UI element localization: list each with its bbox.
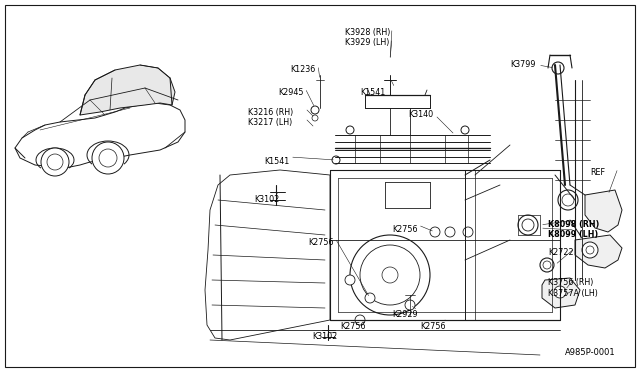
Circle shape: [582, 242, 598, 258]
Circle shape: [430, 227, 440, 237]
Circle shape: [41, 148, 69, 176]
Text: K2945: K2945: [278, 88, 303, 97]
Circle shape: [47, 154, 63, 170]
Text: K2756: K2756: [392, 225, 417, 234]
Circle shape: [540, 258, 554, 272]
Circle shape: [382, 267, 398, 283]
Circle shape: [562, 194, 574, 206]
Text: K2756: K2756: [420, 322, 445, 331]
Circle shape: [552, 62, 564, 74]
Text: K3102: K3102: [312, 332, 337, 341]
Circle shape: [312, 115, 318, 121]
Circle shape: [345, 275, 355, 285]
Text: K1541: K1541: [360, 88, 385, 97]
Circle shape: [461, 126, 469, 134]
Text: K2756: K2756: [340, 322, 365, 331]
Circle shape: [554, 286, 566, 298]
Circle shape: [558, 190, 578, 210]
Circle shape: [586, 246, 594, 254]
Circle shape: [522, 219, 534, 231]
Text: K2722: K2722: [548, 248, 573, 257]
Circle shape: [445, 227, 455, 237]
Text: K8098 (RH): K8098 (RH): [548, 220, 600, 229]
Polygon shape: [205, 170, 330, 340]
Circle shape: [332, 156, 340, 164]
Circle shape: [92, 142, 124, 174]
Text: K1541: K1541: [264, 157, 289, 166]
Text: K3217 (LH): K3217 (LH): [248, 118, 292, 127]
Text: K3216 (RH): K3216 (RH): [248, 108, 293, 117]
Text: K3928 (RH): K3928 (RH): [345, 28, 390, 37]
Circle shape: [311, 106, 319, 114]
Circle shape: [463, 227, 473, 237]
Text: K2756: K2756: [308, 238, 333, 247]
Text: K3140: K3140: [408, 110, 433, 119]
Circle shape: [405, 300, 415, 310]
Text: K1236: K1236: [290, 65, 316, 74]
Circle shape: [518, 215, 538, 235]
Circle shape: [346, 126, 354, 134]
Text: K3799: K3799: [510, 60, 536, 69]
Circle shape: [365, 293, 375, 303]
Text: REF: REF: [590, 168, 605, 177]
Text: K8099 (LH): K8099 (LH): [548, 230, 598, 239]
Text: K3757A (LH): K3757A (LH): [548, 289, 598, 298]
Text: K3102: K3102: [254, 195, 279, 204]
Polygon shape: [15, 103, 185, 168]
Circle shape: [350, 235, 430, 315]
Text: A985P-0001: A985P-0001: [565, 348, 616, 357]
Polygon shape: [575, 235, 622, 268]
Polygon shape: [80, 65, 175, 115]
Text: K3756 (RH): K3756 (RH): [548, 278, 593, 287]
Text: K3929 (LH): K3929 (LH): [345, 38, 389, 47]
Circle shape: [360, 245, 420, 305]
Circle shape: [543, 261, 551, 269]
Polygon shape: [585, 190, 622, 232]
Text: K2929: K2929: [392, 310, 418, 319]
Polygon shape: [542, 278, 580, 308]
Circle shape: [99, 149, 117, 167]
Circle shape: [355, 315, 365, 325]
